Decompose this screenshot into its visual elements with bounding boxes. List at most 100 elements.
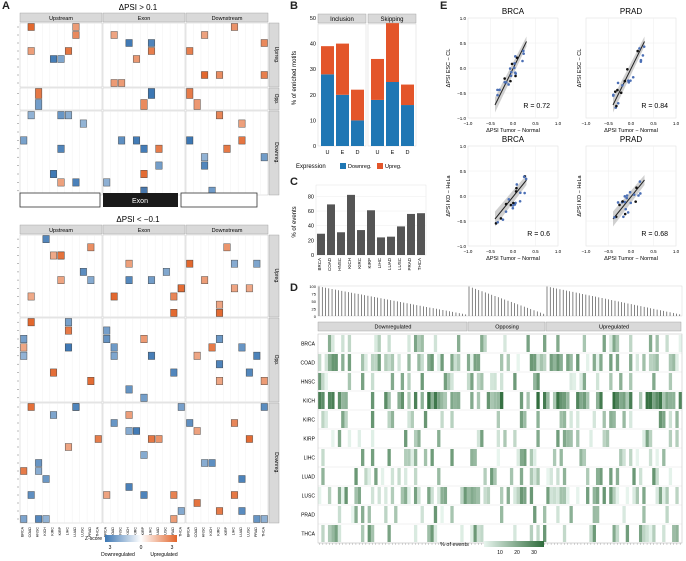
panel-a-tile — [27, 292, 35, 301]
panel-d-cell — [562, 487, 567, 504]
panel-e-point — [619, 91, 623, 95]
panel-d-cell — [500, 373, 504, 390]
panel-e-ytick: −0.5 — [457, 219, 466, 224]
panel-d-cell — [324, 354, 328, 371]
panel-d-cell — [390, 373, 395, 390]
panel-d-cell — [629, 411, 633, 428]
panel-d-cell — [456, 354, 461, 371]
panel-d-cell — [652, 392, 656, 409]
panel-e-xtick: −1.0 — [582, 249, 591, 254]
panel-d-cell — [582, 449, 587, 466]
panel-e-point — [496, 220, 500, 224]
panel-a-tile — [186, 47, 194, 55]
panel-a-tile — [170, 368, 178, 377]
panel-d-row-label: HNSC — [301, 380, 316, 386]
panel-d-cell — [529, 525, 534, 542]
panel-d-cell — [493, 392, 497, 409]
panel-a-tumor-tick: KIRC — [134, 527, 138, 536]
panel-d-cell — [361, 449, 365, 466]
panel-b-label: B — [290, 0, 298, 12]
panel-a-tile — [260, 377, 268, 385]
panel-d-cell — [321, 449, 325, 466]
panel-a-tile — [260, 153, 268, 162]
panel-d-cell — [447, 373, 451, 390]
panel-d-cell — [331, 392, 335, 409]
panel-e-point — [524, 177, 528, 181]
panel-d-cell — [397, 468, 401, 485]
panel-d-cell — [642, 506, 646, 523]
panel-d-cell — [361, 373, 365, 390]
panel-d-cell — [638, 468, 643, 485]
panel-d-top-ytick: 100 — [309, 284, 316, 289]
panel-a-tile — [170, 515, 178, 523]
panel-d-cell — [404, 487, 408, 504]
panel-c-xtick: LUAD — [387, 257, 392, 270]
panel-d-cell — [655, 354, 659, 371]
panel-d-cell — [407, 354, 411, 371]
panel-d-cell — [370, 411, 375, 428]
panel-d-cell — [327, 487, 332, 504]
panel-a-tile — [27, 491, 35, 499]
panel-d-cell — [556, 335, 560, 352]
panel-c-xtick: BRCA — [317, 258, 322, 271]
panel-d-cell — [440, 506, 444, 523]
panel-d-cell — [324, 373, 328, 390]
panel-d-cell — [552, 392, 557, 409]
panel-d-cell — [318, 354, 322, 371]
panel-c-ytick: 80 — [308, 194, 314, 200]
panel-d-cell — [533, 506, 537, 523]
panel-a-tile — [155, 144, 163, 153]
panel-d-cell — [493, 468, 497, 485]
panel-a-tile — [216, 300, 223, 309]
panel-e-point — [642, 45, 646, 48]
panel-d-cell — [321, 373, 325, 390]
panel-a-tile — [110, 79, 118, 87]
panel-d-cell — [655, 335, 659, 352]
panel-d-cell — [354, 506, 358, 523]
panel-e-point — [514, 201, 517, 205]
panel-e-ylabel: ΔPSI KD − HeLa — [577, 174, 583, 216]
panel-a-tile — [65, 343, 72, 352]
panel-e-xtick: 0.5 — [532, 121, 539, 126]
panel-d-cell — [427, 354, 431, 371]
panel-d-cell — [632, 468, 636, 485]
panel-b-legend-swatch-up — [377, 163, 383, 169]
panel-d-cell — [503, 335, 507, 352]
panel-a-tile — [103, 326, 111, 335]
panel-a-tile — [140, 451, 148, 459]
panel-d-cell — [423, 449, 428, 466]
panel-a-tile — [110, 31, 118, 39]
panel-e-xtick: 0.0 — [510, 249, 517, 254]
panel-b-xtick: U — [376, 150, 380, 156]
panel-d-cell — [417, 354, 421, 371]
panel-d-cell — [361, 354, 365, 371]
panel-e-point — [622, 215, 625, 219]
panel-e-fit-line — [612, 179, 645, 220]
panel-d-cell — [615, 487, 620, 504]
panel-d-cell — [615, 468, 620, 485]
panel-a-tile — [140, 144, 148, 153]
panel-a-tile — [57, 144, 65, 153]
panel-d-cell — [331, 430, 335, 447]
panel-e-ytick: 1.0 — [460, 16, 467, 21]
panel-d-cell — [665, 335, 669, 352]
panel-a-tumor-tick: LIHC — [65, 527, 69, 536]
panel-e-xtick: 0.0 — [510, 121, 517, 126]
panel-b-bar-downreg — [371, 99, 384, 146]
panel-d-cell — [539, 354, 544, 371]
panel-d-cell — [400, 487, 405, 504]
panel-d-cell — [645, 525, 649, 542]
panel-c-xtick: KIRP — [367, 258, 372, 269]
panel-e-point — [638, 47, 641, 50]
panel-d-cell — [536, 392, 540, 409]
panel-d-cell — [413, 468, 418, 485]
panel-d-cell — [635, 354, 639, 371]
panel-d-cell — [473, 354, 477, 371]
panel-d-cell — [483, 335, 487, 352]
panel-a-tile — [193, 351, 201, 360]
panel-d-top-frame — [317, 285, 683, 317]
panel-d-cell — [344, 392, 348, 409]
panel-c-xtick: HNSC — [337, 257, 342, 271]
panel-d-cell — [384, 354, 388, 371]
panel-e-xlabel: ΔPSI Tumor − Normal — [486, 128, 540, 134]
